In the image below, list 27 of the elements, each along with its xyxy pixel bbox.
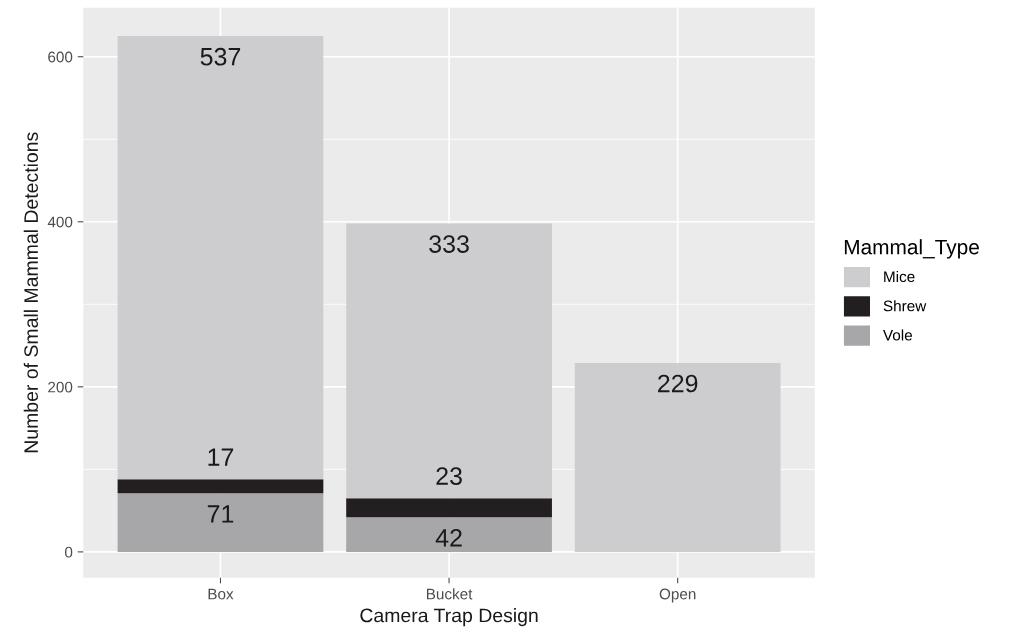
legend-label: Vole	[883, 329, 912, 341]
bar	[346, 498, 552, 518]
bar	[574, 362, 781, 552]
y-tick-label: 600	[48, 51, 73, 63]
bar	[117, 36, 324, 480]
y-tick-label: 400	[47, 216, 73, 228]
data-label: 23	[436, 467, 462, 485]
legend-label: Mice	[884, 270, 915, 283]
x-tick-label: Open	[659, 588, 696, 603]
bar	[346, 517, 552, 552]
data-label: 71	[207, 505, 234, 523]
bar	[117, 493, 324, 552]
data-label: 537	[200, 47, 241, 66]
x-tick-label: Box	[208, 588, 234, 600]
x-tick-label: Bucket	[426, 588, 473, 600]
bar	[117, 479, 324, 494]
legend-title: Mammal_Type	[844, 239, 979, 259]
data-label: 229	[658, 374, 698, 393]
data-label: 333	[429, 235, 469, 253]
y-tick-label: 200	[48, 381, 73, 393]
data-label: 17	[208, 448, 234, 466]
y-tick-label: 0	[65, 546, 73, 558]
x-axis-title: Camera Trap Design	[360, 608, 538, 627]
legend-label: Shrew	[883, 300, 927, 312]
bar	[346, 223, 552, 499]
y-axis-title: Number of Small Mammal Detections	[23, 132, 39, 453]
data-label: 42	[435, 529, 462, 547]
